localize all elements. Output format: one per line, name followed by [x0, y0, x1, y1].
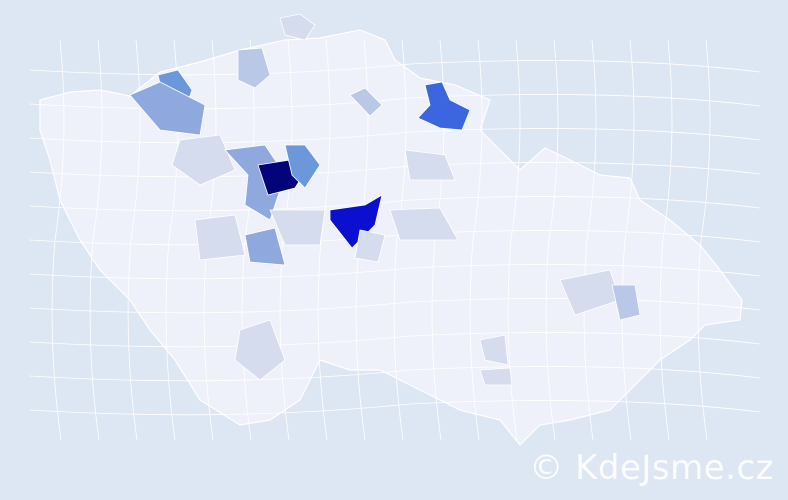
- district-border: [241, 39, 255, 441]
- highlighted-district[interactable]: [129, 81, 206, 136]
- district-border: [29, 128, 761, 144]
- highlighted-district[interactable]: [194, 214, 246, 261]
- highlighted-district[interactable]: [611, 284, 641, 321]
- district-border: [659, 39, 673, 441]
- district-border: [469, 39, 483, 441]
- highlighted-district[interactable]: [354, 229, 386, 263]
- district-border: [393, 39, 407, 441]
- district-border: [621, 39, 635, 441]
- district-border: [29, 60, 761, 76]
- highlighted-district[interactable]: [269, 209, 326, 246]
- highlighted-district[interactable]: [479, 367, 513, 386]
- highlighted-district[interactable]: [284, 144, 321, 189]
- district-border: [29, 332, 761, 348]
- highlighted-district[interactable]: [237, 47, 271, 89]
- district-border: [89, 39, 103, 441]
- district-border: [545, 39, 559, 441]
- highlighted-district[interactable]: [279, 13, 316, 41]
- highlighted-district[interactable]: [404, 149, 456, 181]
- highlighted-district[interactable]: [349, 87, 383, 117]
- highlighted-district[interactable]: [244, 227, 286, 266]
- district-border: [29, 366, 761, 382]
- highlighted-district[interactable]: [171, 134, 236, 186]
- district-border: [583, 39, 597, 441]
- highlighted-district[interactable]: [479, 334, 509, 366]
- watermark-logo: © KdeJsme.cz: [529, 448, 774, 488]
- district-border: [697, 39, 711, 441]
- highlighted-district[interactable]: [329, 194, 383, 249]
- district-border: [29, 400, 761, 416]
- district-border: [29, 196, 761, 212]
- district-border: [29, 298, 761, 314]
- highlighted-district[interactable]: [417, 81, 471, 131]
- map-regions: [29, 13, 761, 446]
- district-border: [29, 264, 761, 280]
- highlighted-district[interactable]: [234, 319, 286, 381]
- highlighted-district[interactable]: [389, 207, 459, 241]
- district-border: [51, 39, 65, 441]
